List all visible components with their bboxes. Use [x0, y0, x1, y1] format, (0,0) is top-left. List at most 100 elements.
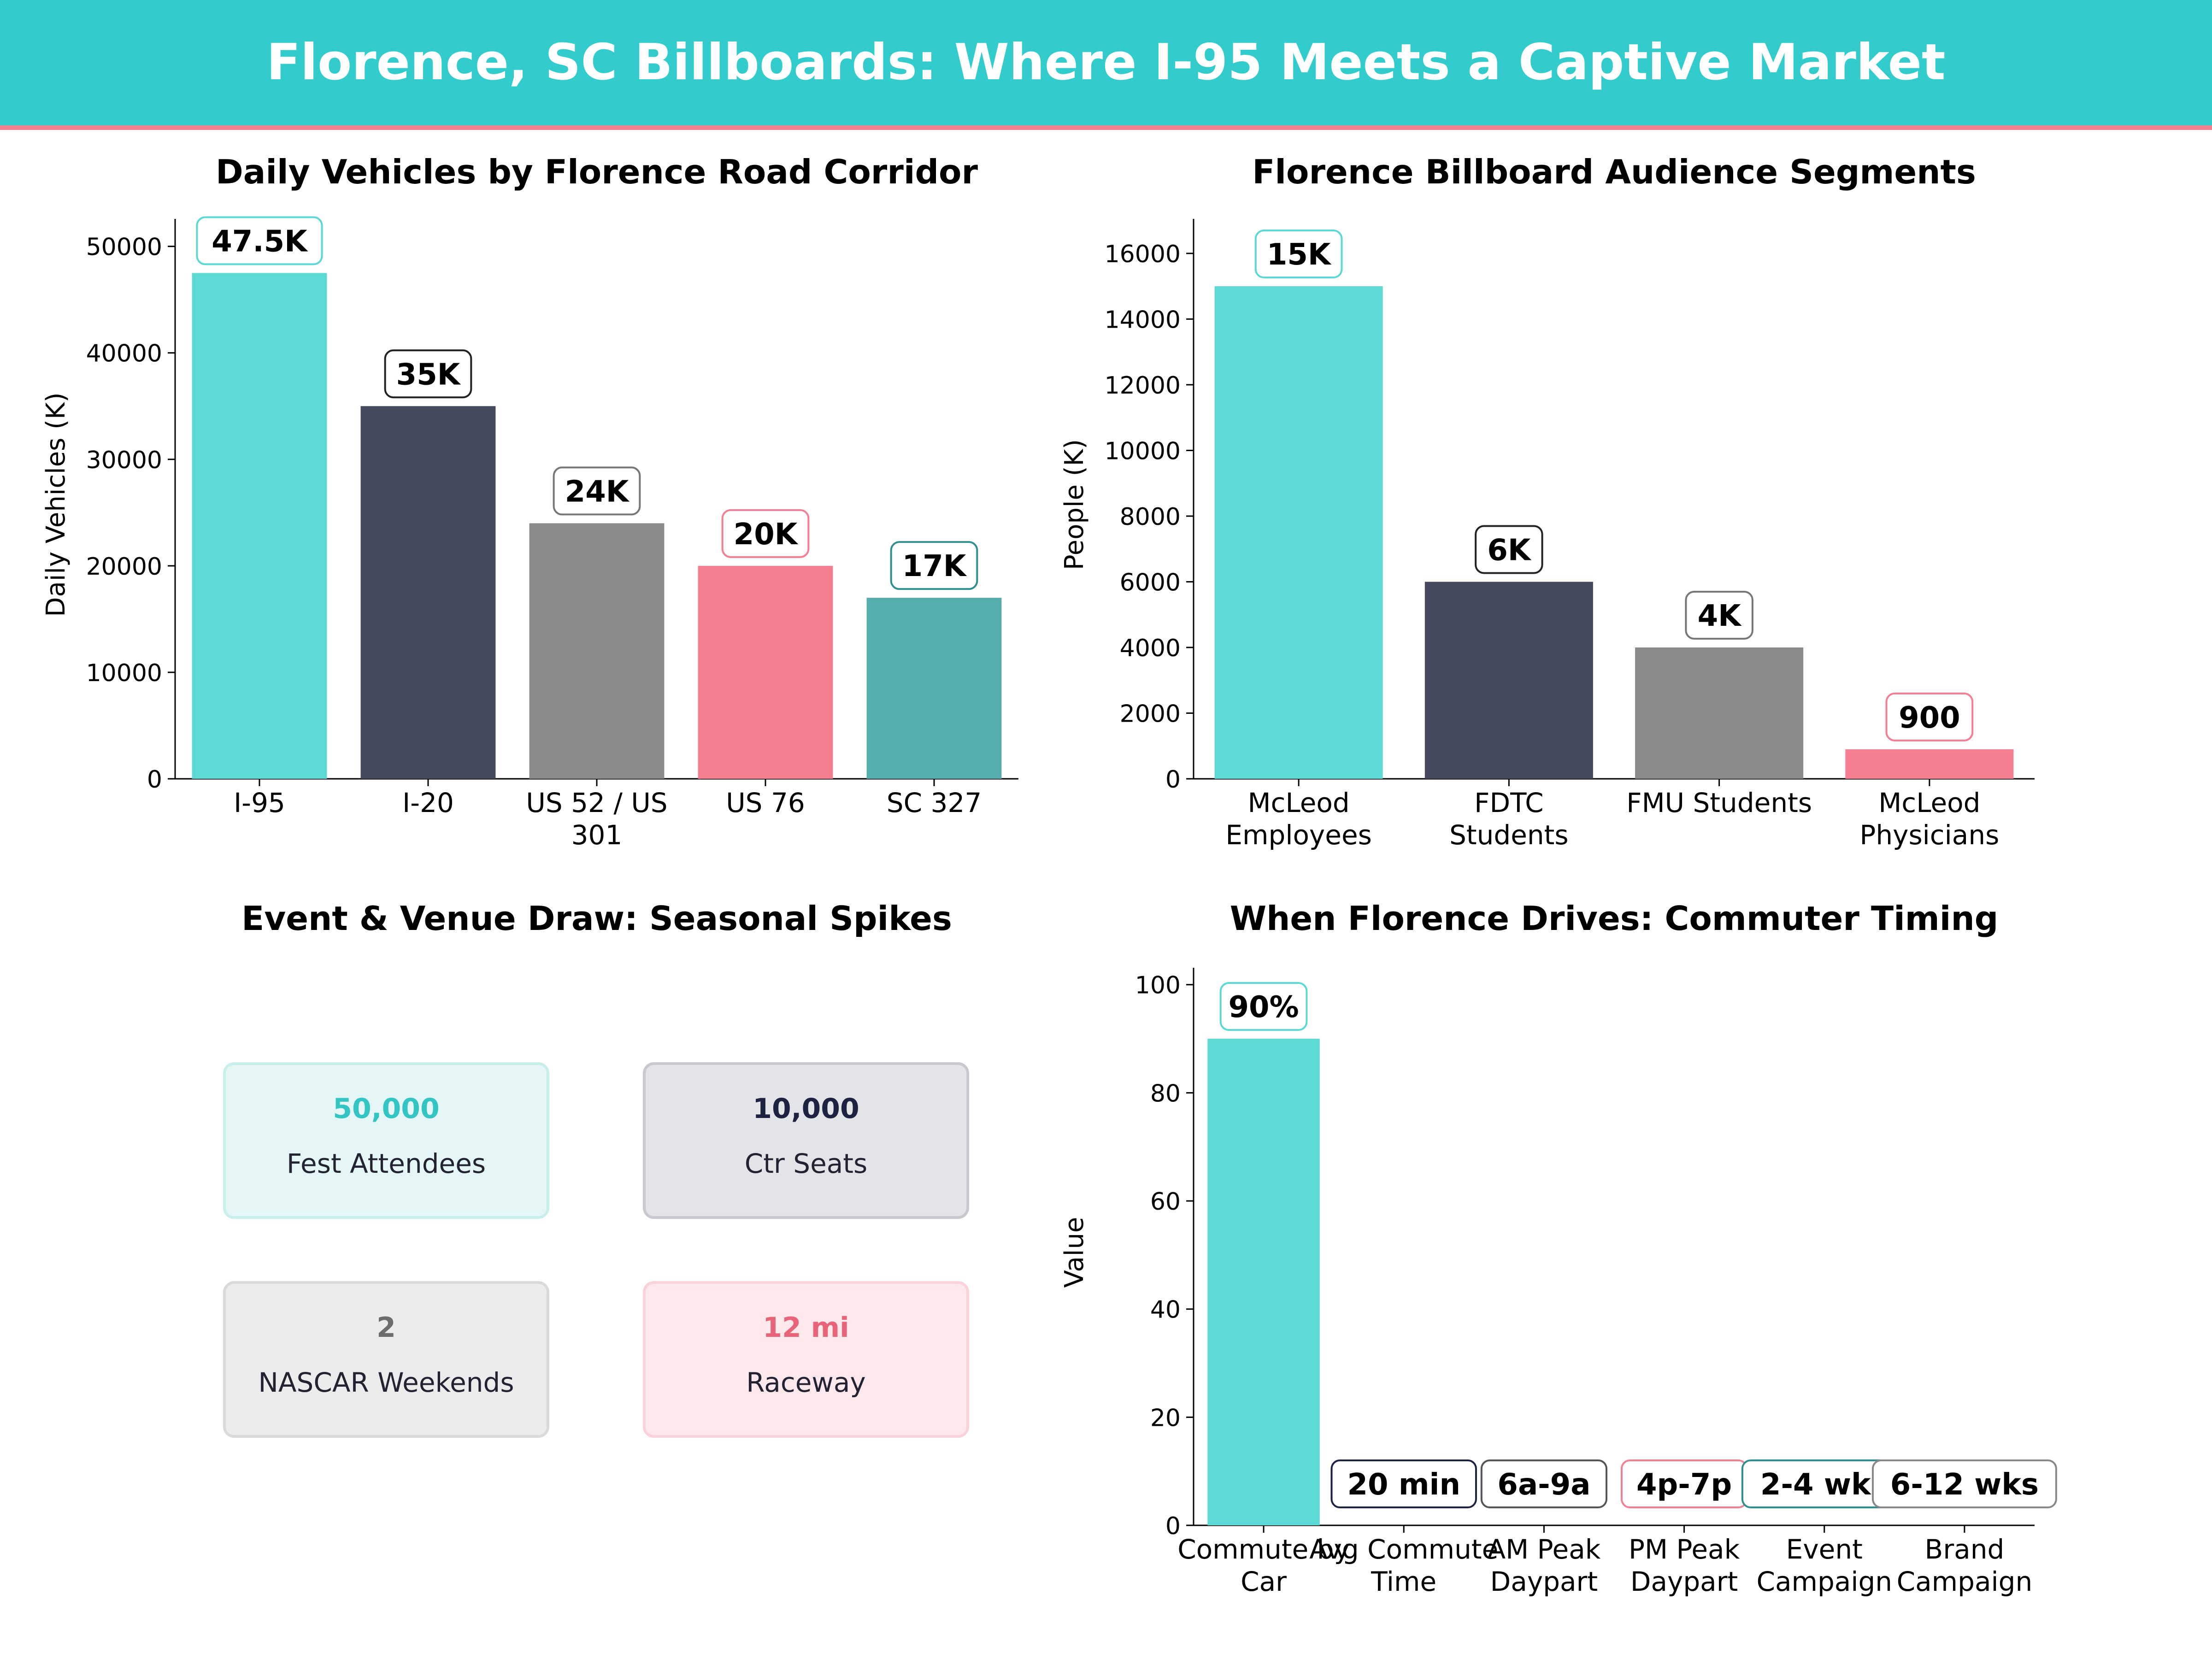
y-tick-label: 4000 [1120, 635, 1181, 662]
x-tick-label: PM Peak [1629, 1534, 1740, 1565]
x-tick-label: FDTC [1474, 787, 1544, 818]
data-label: 15K [1267, 238, 1332, 272]
bar-us-76 [698, 565, 833, 779]
y-tick-label: 60 [1150, 1188, 1181, 1216]
y-tick-label: 10000 [1105, 437, 1181, 465]
chart-1: Florence Billboard Audience Segments Peop… [1059, 153, 2035, 851]
bar-fdtc-students [1424, 582, 1593, 779]
header-band [0, 0, 2212, 125]
bar-i-20 [360, 406, 496, 779]
data-label: 24K [565, 475, 630, 509]
page-title: Florence, SC Billboards: Where I-95 Meet… [266, 34, 1946, 91]
x-tick-label: Campaign [1897, 1566, 2033, 1597]
data-label: 35K [396, 358, 461, 392]
kpi-label: Ctr Seats [744, 1148, 868, 1179]
data-label-box [1330, 1459, 1477, 1508]
x-tick-label: 301 [571, 819, 623, 851]
y-tick-label: 40000 [86, 340, 162, 368]
kpi-card: 12 mi Raceway [643, 1281, 969, 1438]
y-tick-label: 6000 [1120, 569, 1181, 596]
x-tick-label: AM Peak [1487, 1534, 1600, 1565]
x-tick-label: McLeod [1878, 787, 1980, 818]
data-label-box [1885, 692, 1974, 741]
x-tick-label: Time [1371, 1566, 1436, 1597]
data-label-box [1219, 982, 1308, 1031]
data-label-box [1475, 525, 1543, 574]
y-tick-label: 50000 [86, 234, 162, 261]
kpi-label: Fest Attendees [286, 1148, 486, 1179]
bar-fmu-students [1635, 647, 1804, 779]
data-label: 20 min [1347, 1468, 1460, 1502]
y-tick-label: 30000 [86, 447, 162, 474]
y-tick-label: 80 [1150, 1080, 1181, 1107]
kpi-value: 2 [377, 1312, 396, 1344]
x-tick-label: Commute by [1177, 1534, 1350, 1565]
data-label: 2-4 wks [1760, 1468, 1888, 1502]
chart-title: Florence Billboard Audience Segments [1252, 153, 1976, 191]
x-tick-label: I-20 [402, 787, 454, 818]
chart-3: When Florence Drives: Commuter Timing Val… [1059, 899, 2057, 1597]
x-tick-label: McLeod [1248, 787, 1350, 818]
data-label-box [1871, 1459, 2057, 1508]
bar-mcleod-employees [1214, 286, 1383, 779]
x-tick-label: Avg Commute [1309, 1534, 1498, 1565]
kpi-value: 10,000 [753, 1093, 859, 1125]
bar-commute-by-car [1207, 1039, 1320, 1525]
data-label-box [1480, 1459, 1608, 1508]
y-axis-label: Daily Vehicles (K) [41, 392, 71, 617]
x-tick-label: Event [1786, 1534, 1863, 1565]
kpi-panel-title-group: Event & Venue Draw: Seasonal Spikes [241, 899, 952, 938]
x-tick-label: I-95 [234, 787, 285, 818]
y-tick-label: 100 [1135, 972, 1181, 1000]
data-label: 4p-7p [1636, 1468, 1732, 1502]
data-label-box [1254, 229, 1343, 279]
data-label: 4K [1698, 599, 1742, 633]
kpi-card: 10,000 Ctr Seats [643, 1062, 969, 1219]
y-tick-label: 40 [1150, 1296, 1181, 1324]
kpi-value: 12 mi [763, 1312, 849, 1344]
x-tick-label: Employees [1225, 819, 1371, 851]
data-label-box [890, 541, 978, 590]
y-tick-label: 2000 [1120, 700, 1181, 728]
x-tick-label: Daypart [1630, 1566, 1738, 1597]
y-tick-label: 14000 [1105, 306, 1181, 334]
data-label: 6-12 wks [1890, 1468, 2039, 1502]
data-label: 90% [1228, 990, 1299, 1024]
data-label: 6a-9a [1497, 1468, 1590, 1502]
data-label: 900 [1899, 701, 1960, 735]
x-tick-label: Brand [1925, 1534, 2005, 1565]
data-label: 47.5K [212, 224, 308, 259]
x-tick-label: Campaign [1756, 1566, 1892, 1597]
x-tick-label: US 76 [726, 787, 805, 818]
chart-0: Daily Vehicles by Florence Road Corridor… [41, 153, 1018, 851]
kpi-label: Raceway [746, 1367, 866, 1398]
y-tick-label: 12000 [1105, 372, 1181, 400]
chart-title: When Florence Drives: Commuter Timing [1230, 899, 1999, 938]
data-label: 20K [734, 518, 799, 552]
kpi-value: 50,000 [333, 1093, 440, 1125]
kpi-label: NASCAR Weekends [258, 1367, 514, 1398]
data-label-box [721, 509, 810, 558]
data-label-box [196, 216, 323, 265]
y-tick-label: 20000 [86, 553, 162, 581]
data-label-box [384, 349, 472, 399]
x-tick-label: FMU Students [1626, 787, 1812, 818]
bar-i-95 [192, 273, 327, 779]
x-tick-label: Car [1241, 1566, 1287, 1597]
data-label-box [1685, 590, 1753, 640]
x-tick-label: SC 327 [887, 787, 982, 818]
y-tick-label: 16000 [1105, 241, 1181, 268]
bar-mcleod-physicians [1845, 749, 2014, 779]
header-accent-line [0, 125, 2212, 130]
x-tick-label: Physicians [1859, 819, 1999, 851]
kpi-card: 50,000 Fest Attendees [223, 1062, 549, 1219]
chart-title: Daily Vehicles by Florence Road Corridor [216, 153, 978, 191]
data-label: 6K [1487, 533, 1532, 567]
data-label: 17K [902, 549, 967, 583]
y-tick-label: 8000 [1120, 503, 1181, 531]
y-tick-label: 0 [147, 766, 162, 794]
y-tick-label: 0 [1165, 1512, 1181, 1540]
y-axis-label: People (K) [1059, 439, 1089, 570]
y-tick-label: 20 [1150, 1404, 1181, 1432]
